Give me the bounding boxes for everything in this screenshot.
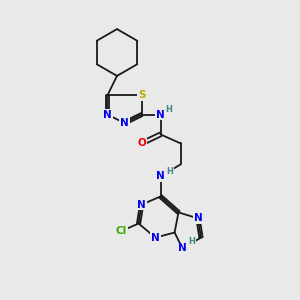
Text: H: H xyxy=(166,105,172,114)
Text: N: N xyxy=(137,200,146,210)
Text: N: N xyxy=(194,213,202,224)
Text: H: H xyxy=(189,237,195,246)
Text: H: H xyxy=(166,167,173,176)
Text: N: N xyxy=(156,171,165,182)
Text: S: S xyxy=(138,90,145,100)
Text: N: N xyxy=(178,243,187,254)
Text: O: O xyxy=(137,138,146,148)
Text: N: N xyxy=(156,110,165,120)
Text: N: N xyxy=(120,118,129,128)
Text: N: N xyxy=(103,110,112,120)
Text: Cl: Cl xyxy=(116,226,127,236)
Text: N: N xyxy=(151,232,160,243)
